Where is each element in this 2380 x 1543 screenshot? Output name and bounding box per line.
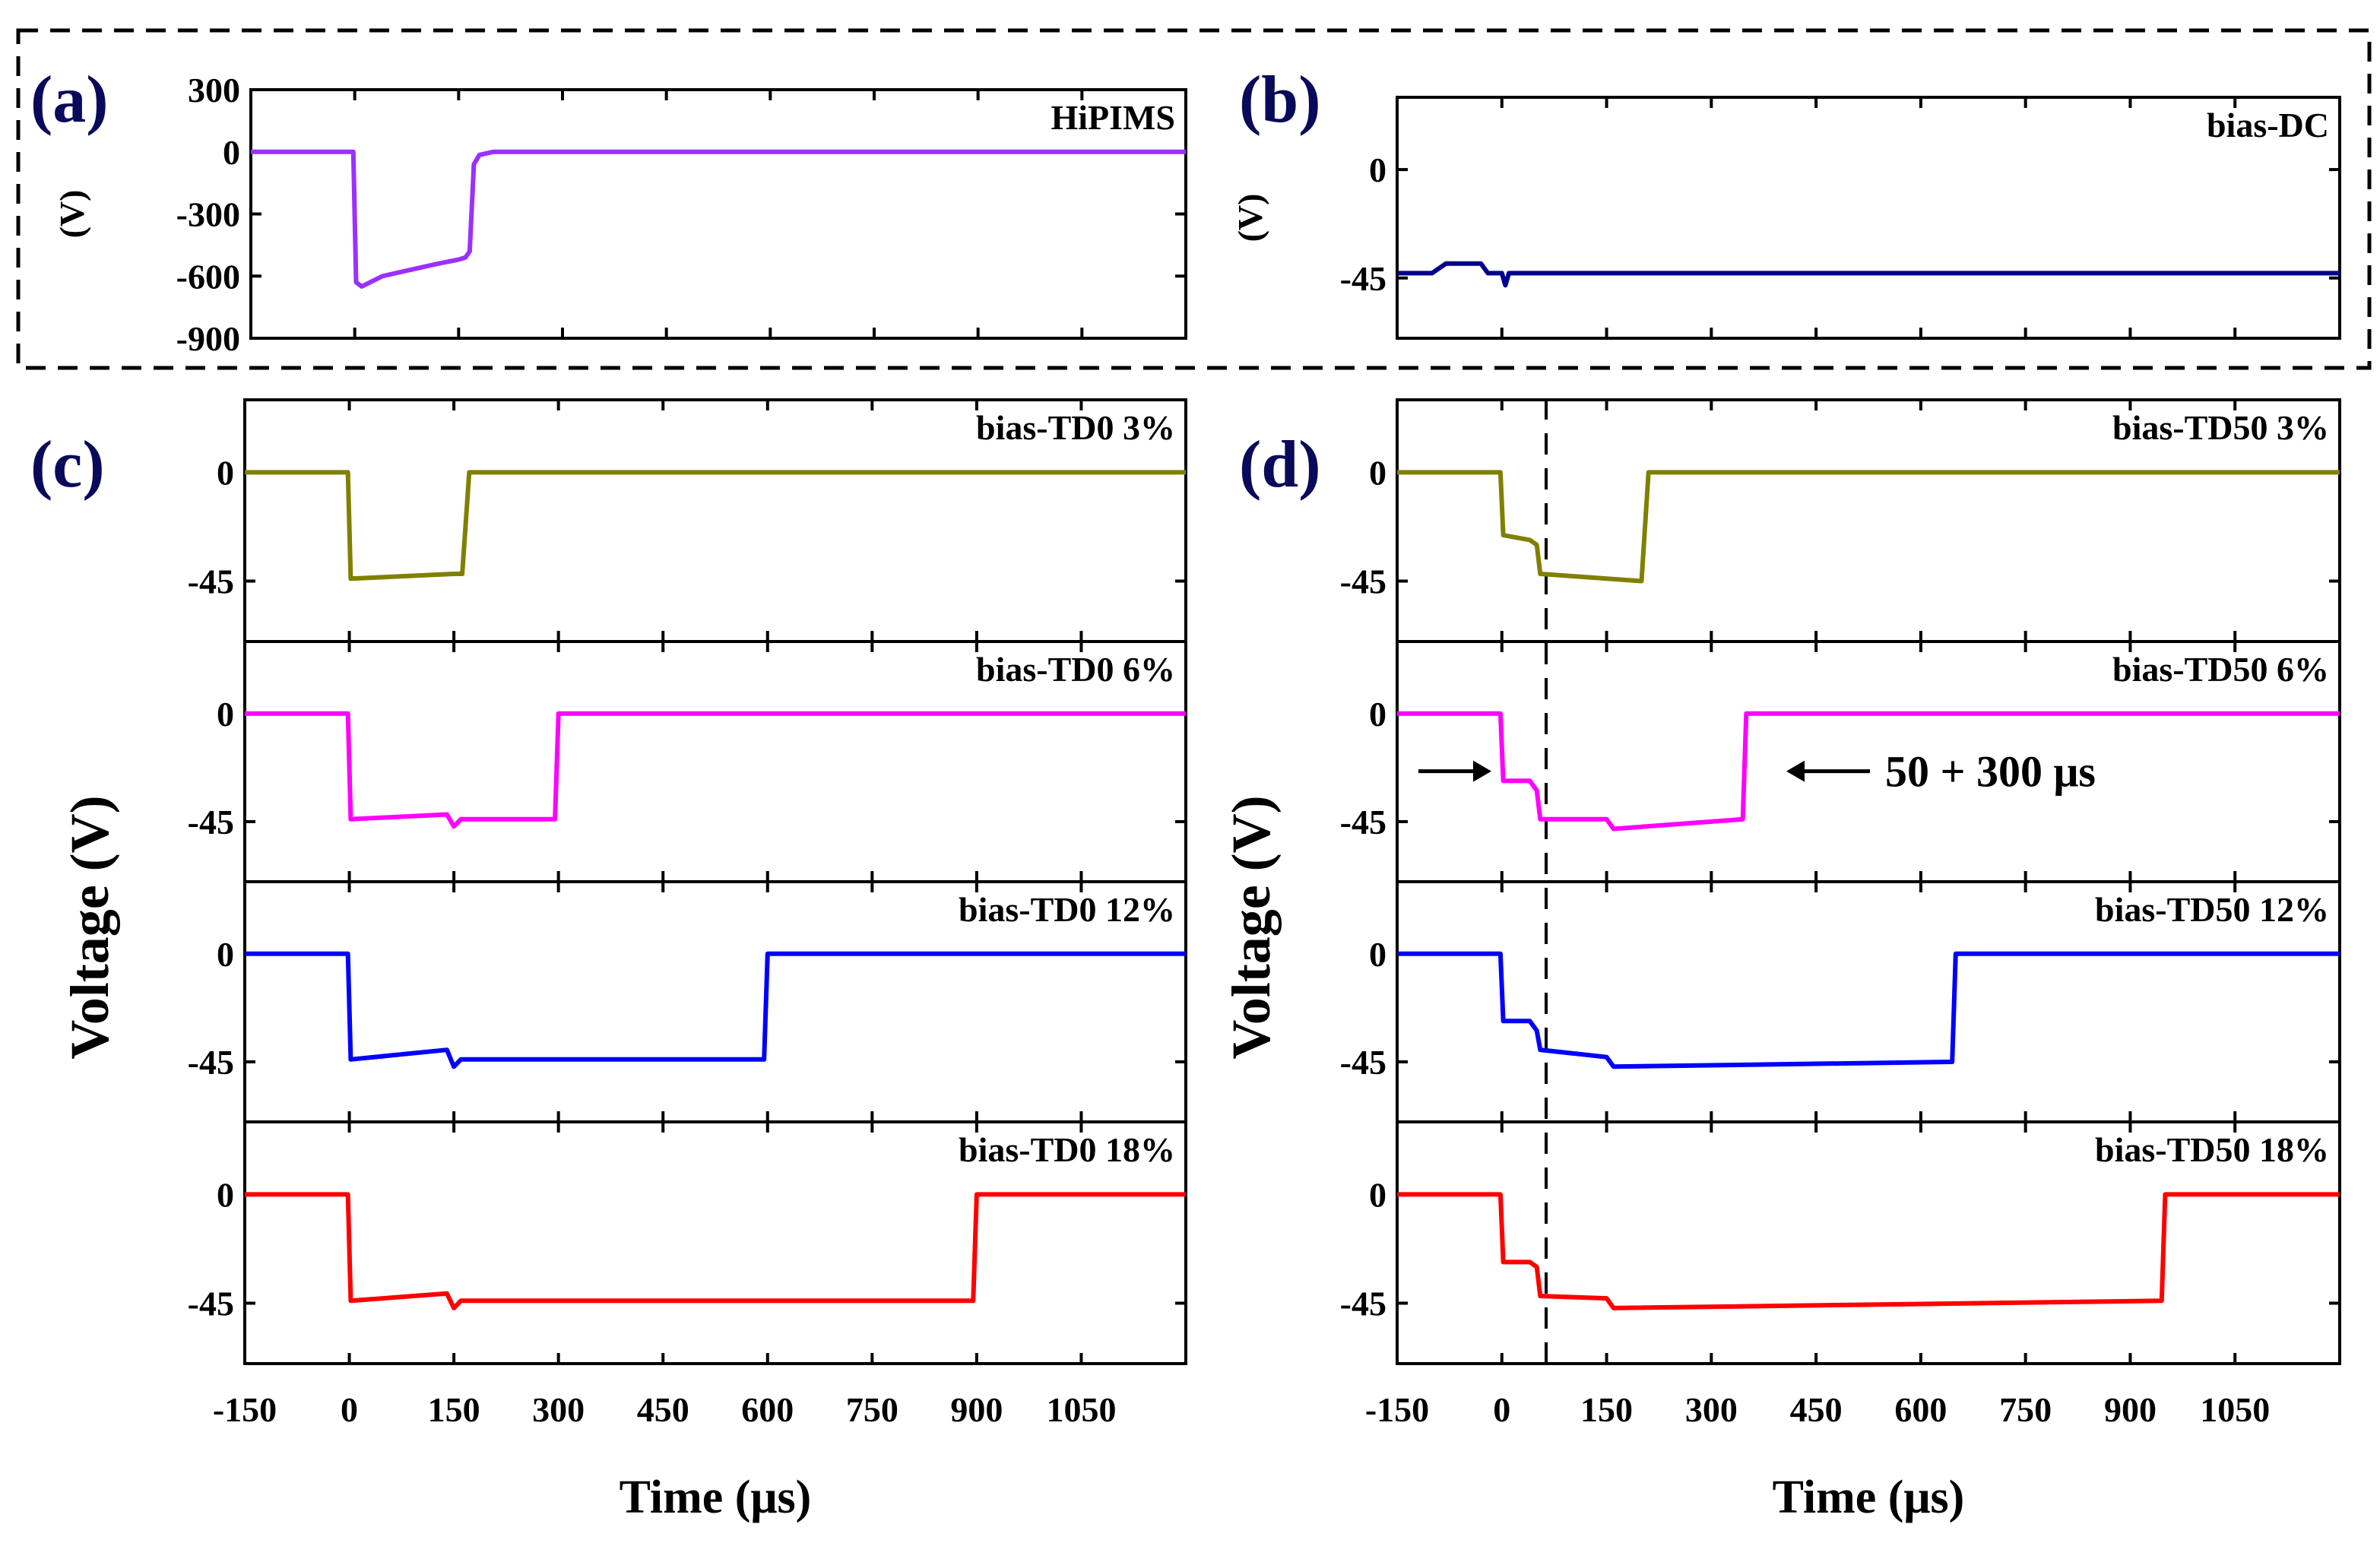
x-tick-label: 150: [1580, 1390, 1633, 1429]
series-line-d1: [1397, 470, 2340, 584]
series-line-c2: [245, 711, 1186, 829]
delay-annotation: 50 + 300 μs: [1885, 747, 2096, 797]
series-line-d2: [1397, 711, 2340, 832]
y-tick-label: -300: [176, 195, 240, 234]
top-dashed-frame: [16, 28, 2372, 370]
x-tick-label: 450: [637, 1390, 689, 1429]
panel-c4: 0 -45 -150 0 150 300 450 600 750 900 1050 Time (μs)…: [188, 1120, 1187, 1523]
panel-a: 300 0 -300 -600 -900 (V) HiPIMS (a): [30, 63, 1187, 358]
y-tick-label: 0: [1369, 150, 1386, 189]
series-line-d3: [1397, 951, 2340, 1069]
series-line-c4: [245, 1192, 1186, 1310]
voltage-axis-title-c: Voltage (V): [59, 795, 120, 1059]
series-label: bias-TD50 18%: [2095, 1130, 2329, 1169]
y-tick-label: 300: [188, 71, 240, 109]
y-axis-title: (V): [1231, 194, 1269, 242]
series-label: HiPIMS: [1051, 98, 1175, 137]
x-tick-label: 1050: [2200, 1390, 2270, 1429]
series-line-c1: [245, 470, 1186, 581]
x-tick-label: 1050: [1046, 1390, 1116, 1429]
series-label: bias-TD50 12%: [2095, 890, 2329, 929]
y-tick-label: 0: [1369, 695, 1386, 733]
x-tick-label: 750: [1999, 1390, 2052, 1429]
panel-d4: 0 -45 -150 0 150 300 450 600 750 900 1050 Time (μs)…: [1340, 1120, 2341, 1523]
y-tick-label: -45: [188, 803, 234, 841]
x-tick-label: 600: [1894, 1390, 1947, 1429]
series-label: bias-TD0 6%: [976, 650, 1175, 689]
y-tick-label: -45: [1340, 259, 1386, 298]
x-tick-label: -150: [213, 1390, 277, 1429]
panel-label: (b): [1239, 63, 1321, 137]
panel-d2: 0 -45 bias-TD50 6% 50 + 300 μs: [1340, 640, 2341, 883]
x-tick-label: 750: [846, 1390, 898, 1429]
voltage-axis-title-d: Voltage (V): [1221, 795, 1282, 1059]
right-arrow-icon: [1473, 760, 1491, 782]
y-tick-label: -45: [1340, 803, 1386, 841]
y-tick-label: 0: [1369, 453, 1386, 492]
panel-label: (a): [30, 63, 109, 137]
y-axis-title: (V): [52, 190, 91, 239]
y-tick-label: -600: [176, 257, 240, 296]
x-tick-label: 600: [741, 1390, 794, 1429]
series-line-c3: [245, 951, 1186, 1069]
plot-frame-c4: [243, 1120, 1187, 1365]
x-tick-label: 900: [2104, 1390, 2157, 1429]
plot-frame-b: [1396, 96, 2341, 340]
series-label: bias-DC: [2207, 106, 2329, 144]
series-label: bias-TD50 6%: [2112, 650, 2329, 689]
x-tick-label: 900: [950, 1390, 1003, 1429]
x-tick-label: 0: [1493, 1390, 1510, 1429]
panel-b: 0 -45 (V) bias-DC (b): [1231, 63, 2341, 340]
y-tick-label: -45: [1340, 1043, 1386, 1082]
x-tick-label: -150: [1365, 1390, 1429, 1429]
panel-label: (d): [1239, 428, 1321, 502]
y-tick-label: 0: [217, 695, 234, 733]
x-tick-label: 300: [532, 1390, 585, 1429]
panel-label: (c): [30, 428, 105, 502]
series-label: bias-TD50 3%: [2112, 408, 2329, 447]
x-tick-label: 150: [428, 1390, 480, 1429]
y-tick-label: -45: [188, 562, 234, 601]
plot-frame-d4: [1396, 1120, 2341, 1365]
series-label: bias-TD0 3%: [976, 408, 1175, 447]
y-tick-label: -45: [188, 1043, 234, 1082]
x-tick-label: 450: [1790, 1390, 1843, 1429]
y-tick-label: -900: [176, 319, 240, 358]
series-label: bias-TD0 12%: [959, 890, 1175, 929]
x-tick-label: 0: [341, 1390, 358, 1429]
x-axis-title: Time (μs): [620, 1472, 812, 1523]
y-tick-label: 0: [1369, 1175, 1386, 1214]
y-tick-label: 0: [217, 453, 234, 492]
y-tick-label: -45: [1340, 1285, 1386, 1323]
y-tick-label: -45: [1340, 562, 1386, 601]
y-tick-label: -45: [188, 1285, 234, 1323]
series-label: bias-TD0 18%: [959, 1130, 1175, 1169]
y-tick-label: 0: [217, 1175, 234, 1214]
series-line-a: [251, 149, 1186, 289]
panel-c2: 0 -45 bias-TD0 6%: [188, 640, 1187, 883]
x-tick-label: 300: [1685, 1390, 1738, 1429]
x-axis-title: Time (μs): [1773, 1472, 1965, 1523]
left-arrow-icon: [1786, 760, 1805, 782]
y-tick-label: 0: [1369, 935, 1386, 974]
series-line-b: [1397, 261, 2340, 288]
series-line-d4: [1397, 1192, 2340, 1310]
y-tick-label: 0: [223, 133, 240, 172]
y-tick-label: 0: [217, 935, 234, 974]
